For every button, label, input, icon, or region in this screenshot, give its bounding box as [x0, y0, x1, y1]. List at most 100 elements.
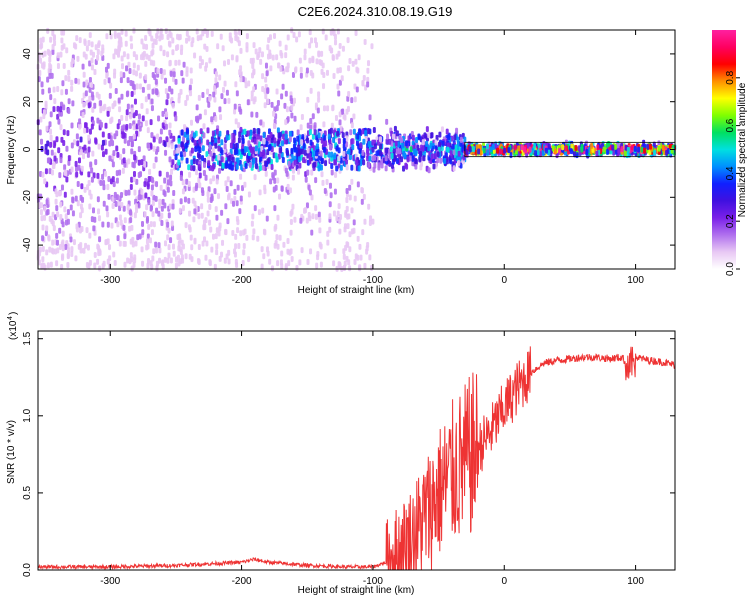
heatmap-cell [113, 72, 117, 79]
heatmap-cell [317, 96, 321, 103]
heatmap-cell [192, 186, 196, 193]
heatmap-cell [85, 126, 89, 133]
heatmap-cell [168, 30, 172, 37]
heatmap-cell [52, 106, 56, 113]
heatmap-cell [640, 146, 644, 153]
heatmap-cell [233, 29, 237, 36]
heatmap-cell [346, 223, 350, 230]
heatmap-cell [107, 133, 111, 140]
heatmap-cell [180, 254, 184, 261]
heatmap-cell [208, 144, 212, 151]
heatmap-cell [319, 261, 323, 268]
heatmap-cell [285, 149, 289, 156]
heatmap-cell [378, 136, 382, 143]
heatmap-cell [55, 260, 59, 267]
heatmap-cell [86, 244, 90, 251]
heatmap-cell [254, 48, 258, 55]
heatmap-cell [276, 260, 280, 267]
snr-x-tick-label: -100 [363, 576, 383, 587]
spectrogram-y-tick-label: 0 [22, 146, 33, 152]
heatmap-cell [86, 151, 90, 158]
heatmap-cell [148, 168, 152, 175]
heatmap-cell [472, 146, 476, 153]
heatmap-cell [268, 49, 272, 56]
heatmap-cell [48, 121, 52, 128]
heatmap-cell [113, 31, 117, 38]
heatmap-cell [455, 155, 459, 162]
heatmap-cell [313, 161, 317, 168]
heatmap-cell [150, 35, 154, 42]
heatmap-cell [186, 129, 190, 136]
heatmap-cell [630, 144, 634, 151]
heatmap-cell [54, 198, 58, 205]
heatmap-cell [293, 146, 297, 153]
heatmap-cell [292, 97, 296, 104]
heatmap-cell [201, 240, 205, 247]
heatmap-cell [371, 146, 375, 153]
heatmap-cell [245, 33, 249, 40]
heatmap-cell [120, 55, 124, 62]
heatmap-cell [163, 256, 167, 263]
heatmap-cell [323, 253, 327, 260]
heatmap-cell [352, 128, 356, 135]
heatmap-cell [335, 165, 339, 172]
heatmap-cell [144, 192, 148, 199]
heatmap-cell [198, 113, 202, 120]
heatmap-cell [42, 61, 46, 68]
colorbar-ticks: 0.0 0.2 0.4 0.6 0.8 [725, 70, 740, 276]
heatmap-cell [89, 161, 93, 168]
spectrogram-y-tick-label: -40 [22, 237, 33, 252]
heatmap-cell [172, 190, 176, 197]
heatmap-cell [146, 181, 150, 188]
heatmap-cell [67, 155, 71, 162]
heatmap-cell [452, 165, 456, 172]
heatmap-cell [334, 39, 338, 46]
heatmap-cell [145, 217, 149, 224]
heatmap-cell [198, 55, 202, 62]
heatmap-cell [82, 247, 86, 254]
heatmap-cell [39, 202, 43, 209]
heatmap-cell [215, 214, 219, 221]
heatmap-cell [147, 257, 151, 264]
heatmap-cell [421, 145, 425, 152]
heatmap-cell [355, 66, 359, 73]
heatmap-cell [661, 144, 665, 151]
heatmap-cell [50, 149, 54, 156]
heatmap-cell [122, 72, 126, 79]
heatmap-cell [229, 180, 233, 187]
heatmap-cell [141, 86, 145, 93]
heatmap-cell [56, 86, 60, 93]
heatmap-cell [79, 212, 83, 219]
heatmap-cell [94, 159, 98, 166]
heatmap-cell [223, 80, 227, 87]
heatmap-cell [122, 205, 126, 212]
heatmap-cell [224, 203, 228, 210]
heatmap-cell [248, 162, 252, 169]
heatmap-cell [74, 255, 78, 262]
heatmap-cell [158, 215, 162, 222]
heatmap-cell [226, 58, 230, 65]
heatmap-cell [143, 211, 147, 218]
heatmap-cell [84, 90, 88, 97]
heatmap-cell [203, 109, 207, 116]
heatmap-cell [184, 100, 188, 107]
heatmap-cell [219, 33, 223, 40]
heatmap-cell [289, 218, 293, 225]
heatmap-cell [147, 54, 151, 61]
heatmap-cell [88, 60, 92, 67]
heatmap-cell [70, 246, 74, 253]
heatmap-cell [365, 245, 369, 252]
heatmap-cell [259, 119, 263, 126]
heatmap-cell [86, 184, 90, 191]
heatmap-cell [337, 138, 341, 145]
heatmap-cell [299, 124, 303, 131]
heatmap-cell [432, 163, 436, 170]
heatmap-cell [66, 209, 70, 216]
heatmap-cell [201, 92, 205, 99]
heatmap-cell [132, 27, 136, 34]
heatmap-cell [366, 147, 370, 154]
heatmap-cell [179, 174, 183, 181]
heatmap-cell [189, 90, 193, 97]
heatmap-cell [348, 246, 352, 253]
heatmap-cell [315, 262, 319, 269]
